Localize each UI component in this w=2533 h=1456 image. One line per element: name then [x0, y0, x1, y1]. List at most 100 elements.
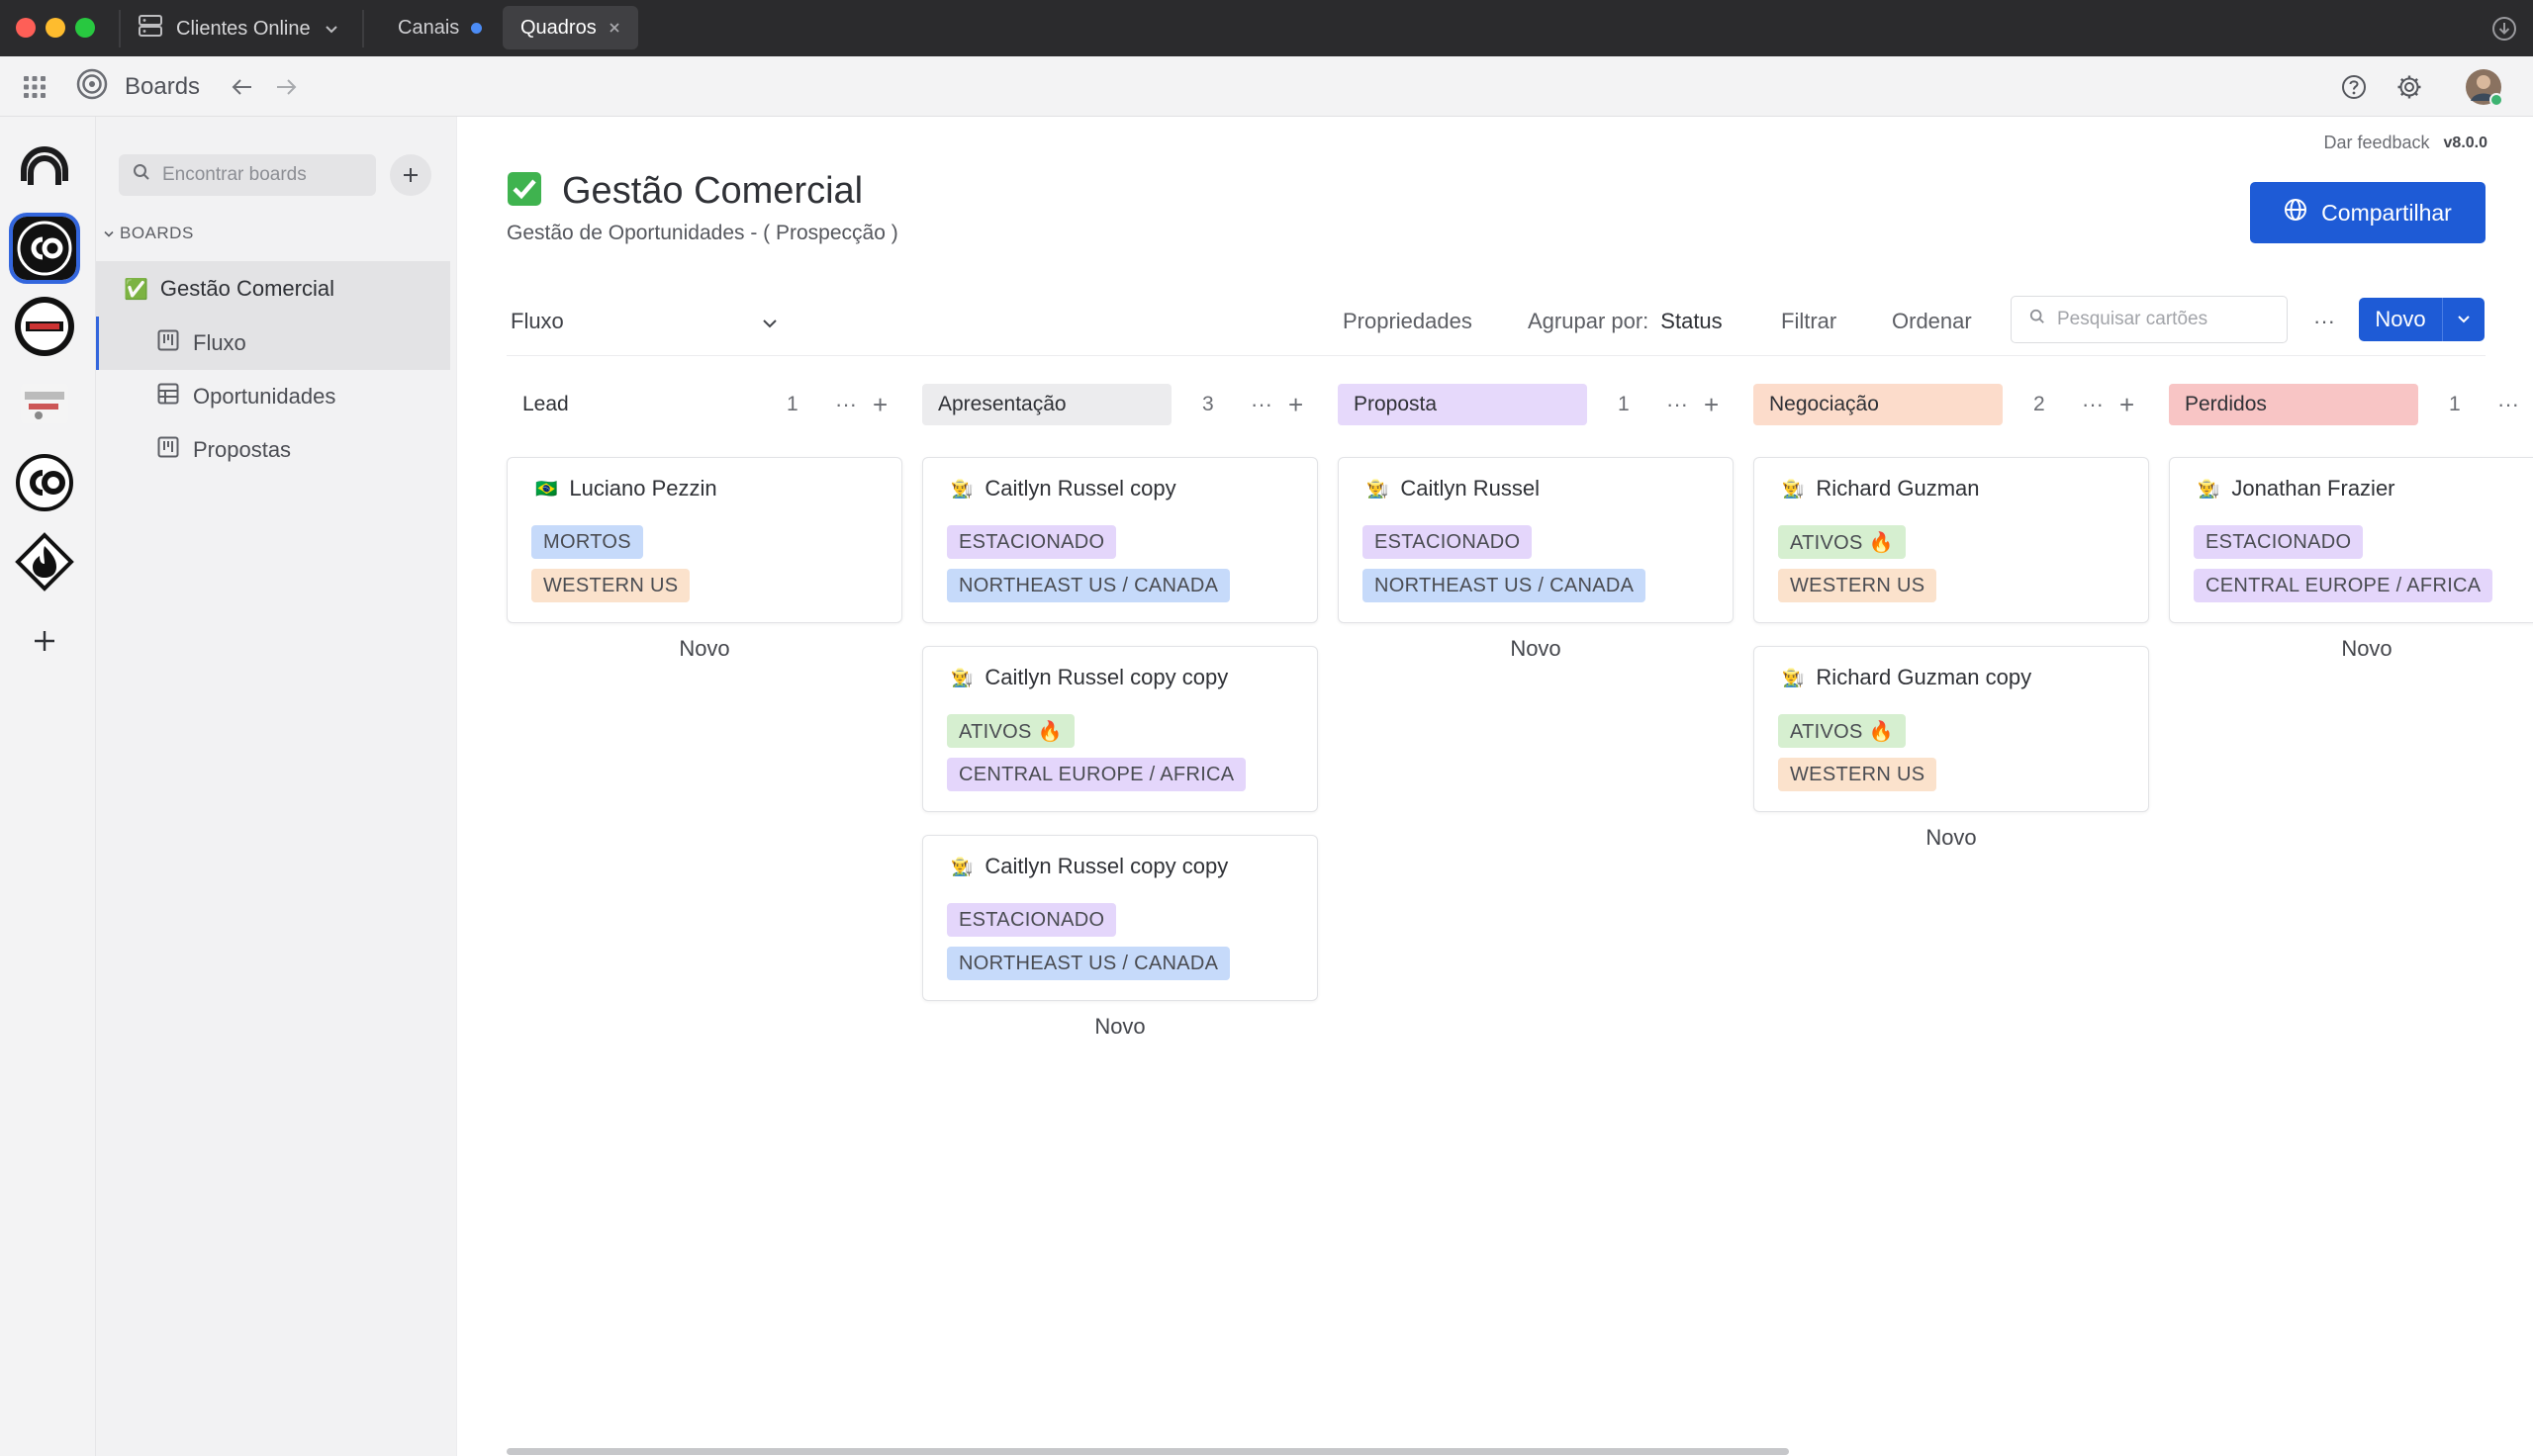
kanban-card[interactable]: 👨‍🌾 Caitlyn Russel copy copy ATIVOS 🔥 CENTR… — [922, 646, 1318, 812]
card-tag: ESTACIONADO — [947, 903, 1117, 937]
boards-search-input[interactable]: Encontrar boards — [119, 154, 376, 196]
board-description[interactable]: Gestão de Oportunidades - ( Prospecção ) — [507, 222, 898, 244]
sort-button[interactable]: Ordenar — [1892, 309, 1972, 333]
card-title-text: Jonathan Frazier — [2231, 476, 2395, 500]
card-tag: NORTHEAST US / CANADA — [947, 947, 1231, 980]
column-add-card-icon[interactable]: + — [2119, 389, 2135, 419]
card-tag: ESTACIONADO — [947, 525, 1117, 559]
group-by-button[interactable]: Agrupar por: Status — [1528, 305, 1723, 338]
card-title-text: Caitlyn Russel copy copy — [985, 665, 1229, 689]
properties-button[interactable]: Propriedades — [1343, 309, 1472, 333]
column-title[interactable]: Negociação — [1753, 384, 2003, 425]
column-new-card-button[interactable]: Novo — [679, 636, 730, 661]
sidebar-board-gestao-comercial[interactable]: ✅ Gestão Comercial — [96, 261, 450, 317]
column-new-card-button[interactable]: Novo — [1510, 636, 1561, 661]
app-title: Boards — [125, 72, 201, 100]
card-tag: ATIVOS 🔥 — [947, 714, 1075, 748]
close-tab-icon[interactable] — [609, 17, 620, 40]
add-board-button[interactable] — [390, 154, 431, 196]
tab-canais[interactable]: Canais — [380, 6, 500, 49]
workspace-switcher[interactable]: Clientes Online — [139, 10, 338, 47]
team-logo-small-icon[interactable] — [13, 372, 76, 435]
globe-icon — [2284, 198, 2307, 228]
column-new-card-button[interactable]: Novo — [2341, 636, 2392, 661]
more-options-button[interactable]: ··· — [2313, 309, 2335, 333]
view-selector[interactable]: Fluxo — [511, 305, 778, 338]
help-icon[interactable] — [2341, 56, 2367, 117]
new-card-dropdown-button[interactable] — [2442, 298, 2485, 341]
column-title[interactable]: Proposta — [1338, 384, 1587, 425]
card-search-input[interactable]: Pesquisar cartões — [2011, 296, 2288, 343]
feedback-link[interactable]: Dar feedback — [2323, 133, 2430, 152]
card-tag: WESTERN US — [1778, 569, 1937, 602]
column-more-icon[interactable]: ··· — [2497, 392, 2519, 416]
back-arrow-icon[interactable] — [232, 56, 253, 117]
team-logo-co-icon[interactable] — [9, 213, 80, 284]
tab-label: Canais — [398, 16, 460, 39]
team-logo-round-icon[interactable] — [13, 295, 76, 358]
download-icon[interactable] — [2491, 16, 2517, 46]
card-tag: WESTERN US — [1778, 758, 1937, 791]
column-new-card-button[interactable]: Novo — [1094, 1014, 1146, 1039]
kanban-card[interactable]: 👨‍🌾 Richard Guzman ATIVOS 🔥 WESTERN US — [1753, 457, 2149, 623]
column-add-card-icon[interactable]: + — [1288, 389, 1304, 419]
team-logo-headphones-icon[interactable] — [13, 138, 76, 202]
horizontal-scrollbar[interactable] — [507, 1448, 1789, 1455]
boards-product-link[interactable]: Boards — [75, 56, 200, 117]
check-mark-emoji-icon: ✅ — [124, 278, 148, 301]
add-team-icon[interactable] — [13, 609, 76, 673]
boards-section-header[interactable]: BOARDS — [104, 224, 194, 243]
forward-arrow-icon[interactable] — [275, 56, 297, 117]
column-card-count: 2 — [2033, 393, 2045, 415]
kanban-card[interactable]: 👨‍🌾 Richard Guzman copy ATIVOS 🔥 WESTERN US — [1753, 646, 2149, 812]
column-title[interactable]: Lead — [507, 384, 585, 425]
feedback-row: Dar feedback v8.0.0 — [2323, 133, 2487, 153]
column-new-card-button[interactable]: Novo — [1925, 825, 1977, 850]
column-title[interactable]: Perdidos — [2169, 384, 2418, 425]
column-add-card-icon[interactable]: + — [1704, 389, 1720, 419]
column-card-count: 1 — [2449, 393, 2461, 415]
filter-button[interactable]: Filtrar — [1781, 309, 1837, 333]
maximize-window-button[interactable] — [75, 18, 95, 38]
kanban-card[interactable]: 👨‍🌾 Caitlyn Russel copy ESTACIONADO NORTHEA… — [922, 457, 1318, 623]
board-main: Dar feedback v8.0.0 Compartilhar Gestão … — [457, 117, 2533, 1456]
team-logo-co-outline-icon[interactable] — [13, 451, 76, 514]
card-title-text: Richard Guzman copy — [1816, 665, 2032, 689]
share-button[interactable]: Compartilhar — [2250, 182, 2486, 243]
card-title: 👨‍🌾 Richard Guzman — [1782, 476, 1980, 501]
column-header: Negociação 2 ··· + — [1753, 384, 2149, 425]
card-emoji-icon: 👨‍🌾 — [1366, 478, 1389, 499]
board-title-text[interactable]: Gestão Comercial — [562, 170, 864, 212]
card-emoji-icon: 👨‍🌾 — [951, 478, 974, 499]
column-more-icon[interactable]: ··· — [1251, 392, 1272, 416]
column-more-icon[interactable]: ··· — [1666, 392, 1688, 416]
new-card-button-group: Novo — [2359, 298, 2485, 341]
settings-gear-icon[interactable] — [2396, 56, 2422, 117]
team-logo-flame-diamond-icon[interactable] — [13, 530, 76, 593]
kanban-card[interactable]: 👨‍🌾 Caitlyn Russel copy copy ESTACIONADO NO… — [922, 835, 1318, 1001]
minimize-window-button[interactable] — [46, 18, 65, 38]
column-add-card-icon[interactable]: + — [873, 389, 889, 419]
sidebar-view-oportunidades[interactable]: Oportunidades — [96, 370, 450, 423]
card-title: 👨‍🌾 Richard Guzman copy — [1782, 665, 2031, 690]
tab-quadros[interactable]: Quadros — [503, 6, 638, 49]
card-tag: NORTHEAST US / CANADA — [1362, 569, 1646, 602]
card-tag: MORTOS — [531, 525, 643, 559]
user-avatar[interactable] — [2464, 56, 2503, 117]
column-title[interactable]: Apresentação — [922, 384, 1172, 425]
team-sidebar — [0, 117, 96, 1456]
card-title: 👨‍🌾 Caitlyn Russel copy copy — [951, 854, 1228, 879]
card-title: 👨‍🌾 Caitlyn Russel copy copy — [951, 665, 1228, 690]
sidebar-view-propostas[interactable]: Propostas — [96, 423, 450, 477]
product-menu-icon[interactable] — [22, 56, 47, 117]
kanban-card[interactable]: 👨‍🌾 Caitlyn Russel ESTACIONADO NORTHEAST US… — [1338, 457, 1734, 623]
new-card-button[interactable]: Novo — [2359, 298, 2442, 341]
sidebar-view-fluxo[interactable]: Fluxo — [96, 317, 450, 370]
card-tag: ATIVOS 🔥 — [1778, 525, 1906, 559]
close-window-button[interactable] — [16, 18, 36, 38]
column-more-icon[interactable]: ··· — [2082, 392, 2104, 416]
column-more-icon[interactable]: ··· — [835, 392, 857, 416]
check-mark-emoji-icon[interactable] — [507, 171, 542, 212]
kanban-card[interactable]: 🇧🇷 Luciano Pezzin MORTOS WESTERN US — [507, 457, 902, 623]
kanban-card[interactable]: 👨‍🌾 Jonathan Frazier ESTACIONADO CENTRAL EU… — [2169, 457, 2533, 623]
